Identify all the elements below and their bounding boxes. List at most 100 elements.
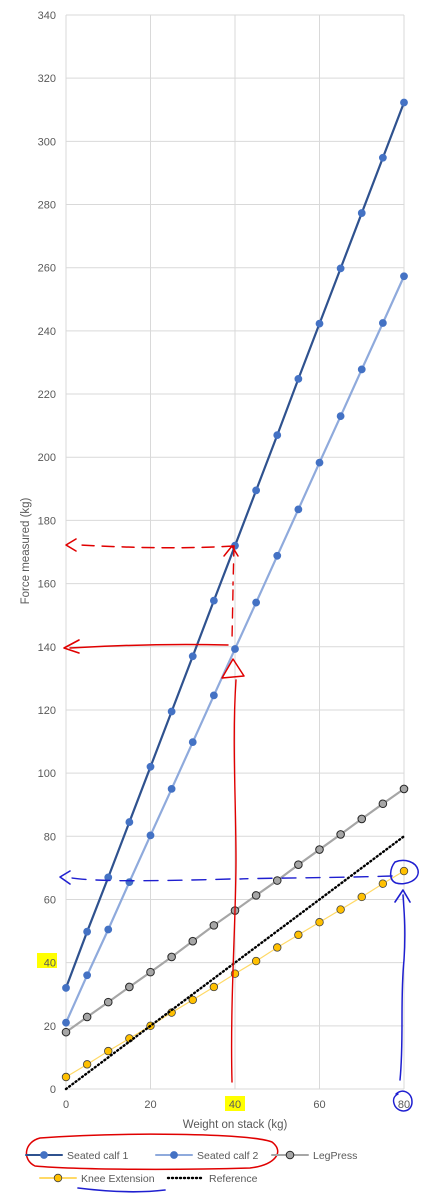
data-point xyxy=(104,925,113,934)
data-point xyxy=(209,596,218,605)
grid xyxy=(65,14,405,1090)
red-dashed-vertical xyxy=(231,545,235,641)
data-point xyxy=(209,691,218,700)
data-point xyxy=(167,785,176,793)
data-point xyxy=(273,431,282,440)
y-tick-label: 180 xyxy=(38,515,56,527)
blue-circle-endpoint xyxy=(389,859,419,885)
data-point xyxy=(315,845,324,854)
legend-swatch-marker xyxy=(170,1151,178,1159)
blue-vertical-arrow xyxy=(399,894,406,1081)
data-point xyxy=(251,891,261,900)
legend-swatch-marker xyxy=(285,1150,295,1160)
y-tick-label: 100 xyxy=(38,768,56,780)
data-point xyxy=(315,918,324,927)
data-point xyxy=(167,707,176,716)
legend-swatch-marker xyxy=(40,1151,48,1159)
blue-legend-underline xyxy=(77,1187,166,1193)
data-point xyxy=(146,967,155,977)
data-point xyxy=(294,860,303,870)
y-tick-label: 260 xyxy=(38,263,56,275)
data-point xyxy=(83,971,92,980)
data-point xyxy=(336,412,345,421)
x-tick-40-highlight xyxy=(225,1096,245,1111)
y-tick-label: 320 xyxy=(38,73,56,85)
data-point xyxy=(209,921,219,930)
y-tick-label: 80 xyxy=(44,831,56,843)
y-tick-label: 120 xyxy=(38,705,56,717)
y-tick-label: 40 xyxy=(44,958,56,970)
red-arrowhead-140 xyxy=(63,639,80,654)
data-point xyxy=(399,866,409,876)
data-point xyxy=(294,505,303,514)
data-point xyxy=(61,1072,71,1082)
data-point xyxy=(294,930,303,940)
data-point xyxy=(336,264,345,273)
y-tick-label: 140 xyxy=(38,642,56,654)
y-tick-label: 340 xyxy=(38,10,56,22)
data-point xyxy=(378,879,388,888)
data-point xyxy=(125,982,134,992)
y-tick-40-highlight xyxy=(37,953,57,968)
y-tick-label: 240 xyxy=(38,326,56,338)
data-point xyxy=(400,272,408,281)
data-point xyxy=(188,995,197,1005)
data-point xyxy=(125,878,134,886)
data-point xyxy=(125,818,134,826)
y-tick-label: 0 xyxy=(50,1084,56,1096)
blue-circle-x80 xyxy=(392,1090,413,1112)
y-tick-label: 300 xyxy=(38,136,56,148)
data-point xyxy=(146,762,155,771)
data-point xyxy=(231,645,239,653)
legend-label: Knee Extension xyxy=(81,1173,155,1185)
x-tick-label: 80 xyxy=(398,1099,410,1111)
data-point xyxy=(62,984,70,992)
data-point xyxy=(357,365,366,374)
data-point xyxy=(399,784,409,794)
y-tick-label: 60 xyxy=(44,894,56,906)
data-point xyxy=(273,943,282,952)
data-point xyxy=(272,876,282,885)
data-point xyxy=(357,892,366,902)
legend: Seated calf 1 Seated calf 2 LegPress Knee E… xyxy=(25,1150,357,1185)
data-point xyxy=(209,982,219,992)
blue-arrowhead-left xyxy=(59,870,71,885)
data-point xyxy=(252,598,261,607)
red-dashed-arrow-172 xyxy=(79,544,235,549)
data-point xyxy=(336,830,345,839)
data-point xyxy=(188,936,198,946)
data-point xyxy=(378,799,388,809)
x-tick-label: 40 xyxy=(229,1099,241,1111)
blue-dashed-arrow xyxy=(71,875,393,882)
data-point xyxy=(103,997,113,1007)
data-point xyxy=(357,209,366,217)
data-point xyxy=(252,486,261,495)
x-tick-label: 20 xyxy=(144,1099,156,1111)
data-point xyxy=(167,952,176,962)
data-point xyxy=(188,738,197,747)
data-point xyxy=(146,831,155,840)
data-point xyxy=(378,319,387,327)
series-layer xyxy=(61,98,409,1091)
x-tick-label: 60 xyxy=(313,1099,325,1111)
red-vertical-arrow xyxy=(230,679,237,1083)
legend-label: Seated calf 2 xyxy=(197,1150,258,1162)
red-legend-loop xyxy=(25,1133,279,1171)
tick-labels: 0204060801001201401601802002202402602803… xyxy=(37,10,410,1111)
x-axis-title: Weight on stack (kg) xyxy=(183,1119,288,1131)
legend-label: LegPress xyxy=(313,1150,357,1162)
data-point xyxy=(294,374,303,383)
data-point xyxy=(357,814,367,824)
red-arrowhead-172 xyxy=(65,538,77,552)
legend-swatch-marker xyxy=(53,1173,63,1183)
series-line xyxy=(64,835,406,1091)
data-point xyxy=(251,956,261,966)
red-arrowhead-vertical xyxy=(221,658,245,679)
y-tick-label: 20 xyxy=(44,1021,56,1033)
data-point xyxy=(400,98,408,107)
data-point xyxy=(82,1012,92,1022)
data-point xyxy=(315,319,324,328)
legend-label: Seated calf 1 xyxy=(67,1150,128,1162)
data-point xyxy=(62,1018,70,1027)
